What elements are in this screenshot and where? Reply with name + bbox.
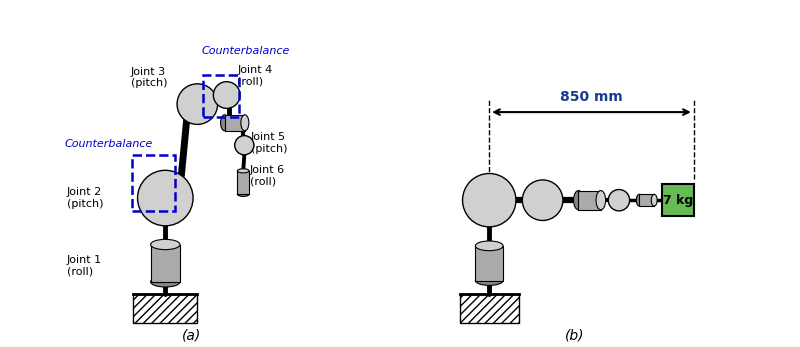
Circle shape [608,189,630,211]
Circle shape [138,170,193,226]
Text: Joint 2
(pitch): Joint 2 (pitch) [66,187,103,209]
Text: 850 mm: 850 mm [560,90,623,104]
Circle shape [214,82,240,108]
Text: Joint 1
(roll): Joint 1 (roll) [66,255,102,277]
Text: Joint 4
(roll): Joint 4 (roll) [238,65,273,87]
Bar [150,245,180,282]
Bar [238,171,249,194]
Text: (b): (b) [565,328,585,342]
Text: Joint 6
(roll): Joint 6 (roll) [250,166,285,187]
Text: Joint 5
(pitch): Joint 5 (pitch) [250,132,287,154]
Ellipse shape [636,194,642,206]
Ellipse shape [574,191,583,210]
Text: (a): (a) [182,328,202,342]
Ellipse shape [150,277,180,287]
Text: Counterbalance: Counterbalance [65,139,154,149]
Bar [202,75,239,117]
Ellipse shape [221,115,229,131]
Ellipse shape [150,239,180,249]
Ellipse shape [475,276,503,285]
Bar [460,294,518,323]
Circle shape [522,180,563,220]
Bar [475,246,503,280]
Ellipse shape [238,169,249,173]
Text: Counterbalance: Counterbalance [202,46,290,56]
Bar [639,194,654,206]
Text: 7 kg: 7 kg [662,194,693,207]
Ellipse shape [475,241,503,251]
Bar [578,191,601,210]
Bar [132,155,175,211]
Ellipse shape [651,194,657,206]
Bar [662,184,694,216]
Circle shape [234,136,254,155]
Bar [134,294,198,323]
Ellipse shape [241,115,249,131]
Ellipse shape [596,191,606,210]
Text: Joint 3
(pitch): Joint 3 (pitch) [130,67,167,88]
Circle shape [177,84,218,124]
Bar [225,115,245,131]
Ellipse shape [238,192,249,196]
Circle shape [462,174,516,227]
